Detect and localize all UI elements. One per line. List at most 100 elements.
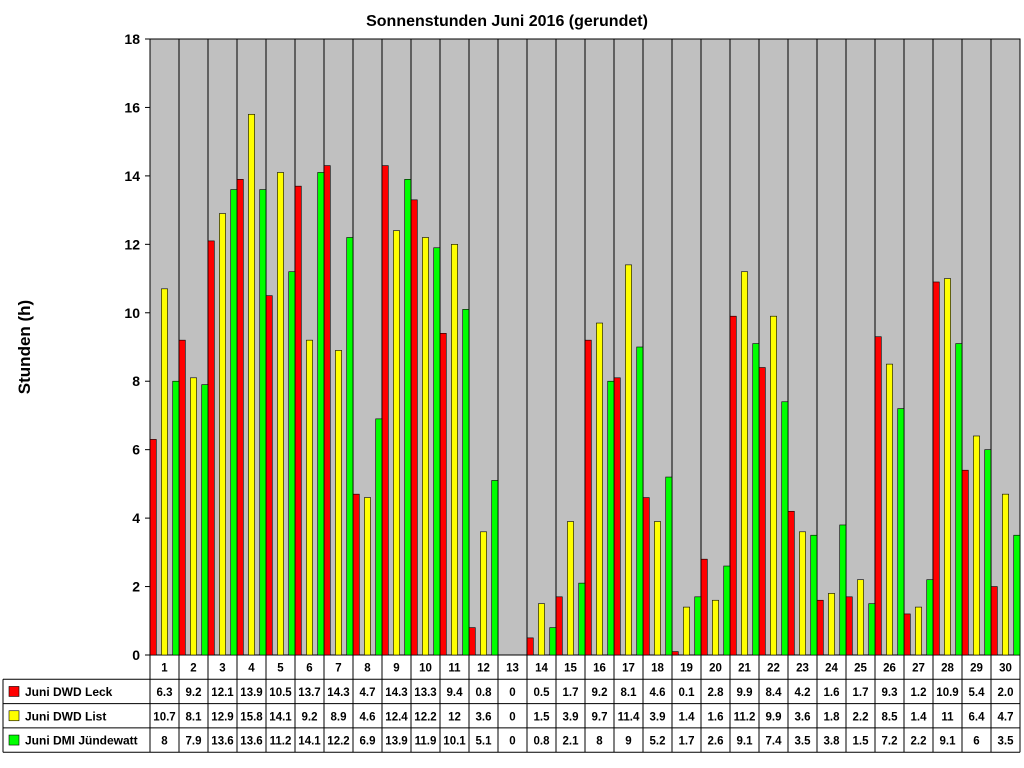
data-label: 13.9 <box>240 687 262 699</box>
data-label: 9.3 <box>882 687 898 699</box>
bar <box>294 185 302 656</box>
bar <box>259 189 267 656</box>
legend-swatch <box>8 686 20 697</box>
data-label: 0.5 <box>534 687 551 699</box>
bar <box>857 579 864 656</box>
data-label: 0 <box>509 687 515 699</box>
x-tick-label: 8 <box>364 663 371 675</box>
x-tick-label: 19 <box>680 663 693 675</box>
bar <box>926 579 934 656</box>
bar <box>288 271 296 656</box>
data-label: 7.2 <box>882 736 898 748</box>
data-label: 4.6 <box>360 711 376 723</box>
x-tick-label: 13 <box>506 663 519 675</box>
data-label: 0.8 <box>534 736 551 748</box>
bar <box>770 315 777 656</box>
bar <box>549 627 557 656</box>
bar <box>230 189 238 656</box>
bar <box>897 408 905 656</box>
bar <box>1002 493 1009 656</box>
bar <box>236 179 244 656</box>
data-label: 12.1 <box>211 687 234 699</box>
data-label: 1.2 <box>911 687 927 699</box>
data-label: 8.4 <box>766 687 783 699</box>
data-label: 8 <box>596 736 603 748</box>
bar <box>625 264 632 656</box>
bar <box>886 363 893 656</box>
bar <box>781 401 789 656</box>
bar <box>480 531 487 656</box>
bar <box>741 271 748 656</box>
data-label: 9.1 <box>940 736 957 748</box>
bar <box>393 230 400 656</box>
bar <box>149 439 157 656</box>
data-label: 14.1 <box>269 711 292 723</box>
data-table: 1 2 3 4 5 6 7 8 9 10 11 12 13 14 15 16 17 18 19 20 21 22 23 24 2… <box>2 655 1021 753</box>
x-tick-label: 7 <box>335 663 341 675</box>
x-tick-label: 26 <box>883 663 896 675</box>
bar <box>874 336 882 656</box>
bar <box>915 606 922 656</box>
bar <box>723 565 731 656</box>
data-label: 8.1 <box>621 687 638 699</box>
data-label: 1.7 <box>853 687 869 699</box>
x-tick-label: 9 <box>393 663 399 675</box>
data-label: 9.2 <box>302 711 318 723</box>
data-label: 2.2 <box>853 711 869 723</box>
bar <box>1013 534 1021 656</box>
bar <box>810 534 818 656</box>
data-label: 9.7 <box>592 711 608 723</box>
data-label: 13.7 <box>298 687 320 699</box>
x-tick-label: 1 <box>161 663 168 675</box>
bar <box>219 213 226 656</box>
data-label: 10.7 <box>153 711 175 723</box>
data-label: 6.4 <box>969 711 986 723</box>
x-tick-label: 12 <box>477 663 490 675</box>
y-tick-label: 18 <box>124 31 140 47</box>
bar <box>462 309 470 656</box>
bar <box>381 165 389 656</box>
data-label: 1.8 <box>824 711 841 723</box>
data-label: 3.6 <box>476 711 492 723</box>
bar <box>346 237 354 656</box>
y-tick-label: 4 <box>132 510 140 526</box>
bar <box>306 339 313 656</box>
data-label: 5.4 <box>969 687 986 699</box>
bar <box>990 586 998 656</box>
bar <box>839 524 847 656</box>
bar <box>468 627 476 656</box>
x-tick-label: 23 <box>796 663 809 675</box>
data-label: 3.9 <box>650 711 666 723</box>
data-label: 12.2 <box>414 711 436 723</box>
data-label: 5.1 <box>476 736 493 748</box>
data-label: 13.6 <box>211 736 233 748</box>
data-label: 4.2 <box>795 687 811 699</box>
bar <box>654 521 661 656</box>
x-tick-label: 25 <box>854 663 867 675</box>
data-label: 7.4 <box>766 736 783 748</box>
data-label: 3.6 <box>795 711 811 723</box>
y-tick-label: 10 <box>124 305 140 321</box>
x-tick-label: 18 <box>651 663 664 675</box>
data-label: 8 <box>161 736 168 748</box>
data-label: 10.5 <box>269 687 292 699</box>
bar <box>491 480 499 656</box>
bar <box>816 599 824 656</box>
data-label: 9.1 <box>737 736 754 748</box>
data-label: 15.8 <box>240 711 263 723</box>
x-tick-label: 27 <box>912 663 925 675</box>
data-label: 0.1 <box>679 687 696 699</box>
bar <box>555 596 563 656</box>
y-axis-ticks: 0 2 4 6 8 10 12 14 16 18 <box>124 31 150 663</box>
legend-label: Juni DWD List <box>25 709 106 723</box>
bars <box>149 113 1021 656</box>
x-tick-label: 28 <box>941 663 954 675</box>
bar <box>613 377 621 656</box>
data-label: 7.9 <box>186 736 202 748</box>
data-label: 2.6 <box>708 736 724 748</box>
data-label: 1.5 <box>853 736 870 748</box>
bar <box>729 315 737 656</box>
data-label: 9.9 <box>737 687 753 699</box>
data-label: 11 <box>941 711 954 723</box>
bar <box>642 497 650 656</box>
